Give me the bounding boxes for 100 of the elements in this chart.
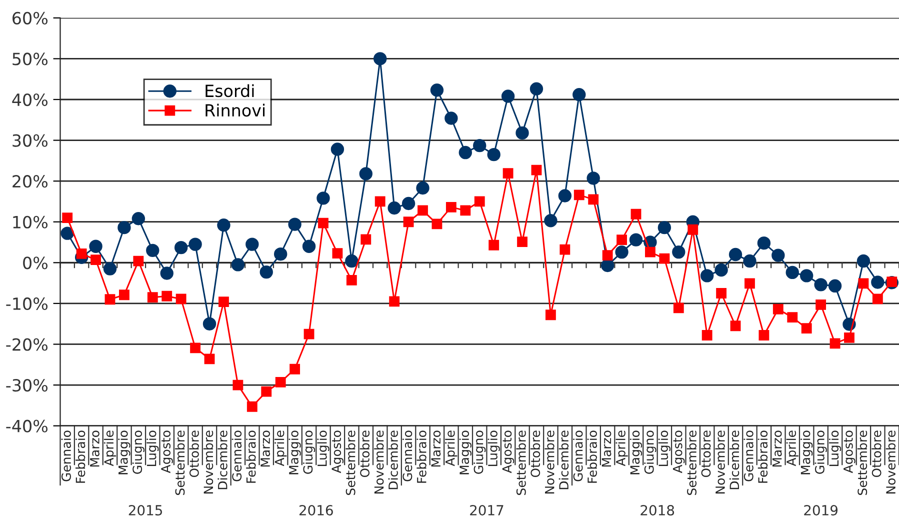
point [801, 323, 812, 334]
point [402, 196, 416, 210]
x-tick-label: Agosto [502, 430, 514, 474]
text: 2019 [804, 505, 838, 516]
point [190, 342, 200, 354]
x-tick-label: Novembre [715, 430, 725, 494]
x-tick-label: Marzo [431, 430, 441, 467]
x-tick-label: Maggio [288, 430, 301, 474]
x-tick-label: Maggio [630, 430, 642, 474]
point [772, 248, 785, 262]
point [246, 238, 259, 251]
x-tick-label: Marzo [602, 430, 612, 467]
text: 2015 [128, 505, 162, 516]
point [446, 202, 456, 212]
x-tick-label: Giugno [132, 430, 144, 474]
point [232, 380, 244, 390]
point [118, 220, 131, 234]
x-tick-label: Ottobre [360, 430, 370, 478]
point [62, 212, 73, 223]
x-tick-label: Gennaio [61, 430, 71, 482]
point [217, 218, 230, 232]
x-tick-label: Aprile [616, 430, 628, 466]
x-tick-label: Marzo [260, 430, 270, 467]
point [616, 234, 627, 246]
point [800, 269, 814, 282]
x-tick-label: Ottobre [872, 430, 882, 478]
point [176, 294, 186, 304]
point [572, 88, 586, 102]
point [474, 196, 485, 207]
point [403, 216, 414, 228]
x-tick-label: Agosto [672, 430, 685, 474]
x-tick-label: Febbraio [416, 430, 426, 483]
y-tick-label: 40% [12, 93, 48, 106]
x-tick-label: Luglio [488, 430, 500, 466]
x-tick-label: Dicembre [729, 430, 740, 490]
point [545, 310, 556, 320]
y-tick-label: -30% [6, 378, 48, 392]
point [132, 212, 146, 226]
point [119, 290, 130, 300]
point [162, 290, 172, 302]
point [872, 294, 883, 304]
x-tick-label: Giugno [644, 430, 656, 474]
point [658, 220, 672, 234]
x-tick-label: Aprile [104, 430, 116, 466]
point [318, 218, 328, 228]
point [517, 236, 528, 248]
point [346, 274, 357, 286]
point [501, 90, 515, 103]
point [274, 247, 288, 261]
text: 2017 [470, 505, 504, 516]
point [516, 126, 529, 140]
point [615, 245, 628, 259]
x-tick-label: Maggio [118, 430, 130, 474]
point [430, 84, 444, 97]
point [602, 250, 613, 261]
point [856, 254, 870, 268]
y-tick-label: -20% [6, 338, 48, 351]
y-tick-label: 0% [23, 256, 48, 270]
point [90, 254, 101, 266]
x-tick-label: Luglio [828, 430, 842, 466]
point [260, 265, 273, 279]
x-tick-label: Ottobre [530, 430, 540, 478]
point [714, 263, 728, 277]
x-tick-label: Dicembre [218, 430, 228, 490]
legend-label: Rinnovi [206, 104, 265, 117]
point [816, 299, 826, 310]
x-tick-label: Ottobre [701, 430, 711, 478]
x-tick-label: Marzo [90, 430, 100, 467]
point [416, 181, 430, 195]
point [716, 288, 727, 298]
point [345, 254, 358, 268]
point [160, 266, 174, 280]
point [588, 194, 599, 205]
y-tick-label: 30% [12, 134, 48, 147]
point [104, 294, 116, 305]
point [586, 172, 600, 185]
point [246, 401, 258, 412]
point [531, 164, 542, 176]
x-tick-label: Maggio [800, 430, 813, 474]
point [432, 218, 442, 230]
point [786, 266, 799, 280]
point [629, 233, 643, 246]
point [673, 302, 684, 314]
x-tick-label: Ottobre [189, 430, 199, 478]
point [418, 205, 428, 216]
y-tick-label: 60% [12, 12, 48, 24]
point [202, 317, 216, 330]
point [830, 338, 840, 349]
x-tick-label: Novembre [203, 430, 214, 494]
point [530, 82, 544, 96]
point [374, 196, 386, 207]
y-tick-label: 10% [13, 216, 48, 228]
point [702, 330, 712, 340]
point [728, 248, 742, 262]
x-tick-label: Settembre [516, 430, 526, 495]
y-tick-label: -10% [6, 297, 48, 310]
y-tick-label: 50% [12, 52, 48, 66]
x-tick-label: Aprile [786, 430, 798, 466]
point [630, 208, 642, 220]
point [147, 292, 158, 303]
